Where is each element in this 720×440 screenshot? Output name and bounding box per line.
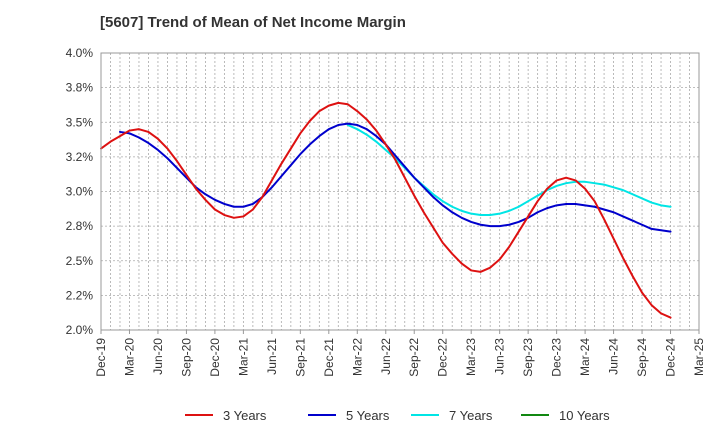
x-tick-label: Mar-21 [236, 338, 250, 376]
y-axis-tick-labels: 4.0% 3.8% 3.5% 3.2% 3.0% 2.8% 2.5% 2.2% 2.0% [66, 46, 94, 337]
series-line-7-years [346, 124, 672, 217]
y-tick-label: 3.8% [66, 81, 94, 95]
plot-border [100, 52, 700, 331]
x-axis-tick-labels: Dec-19 Mar-20 Jun-20 Sep-20 Dec-20 Mar-21 Jun-… [94, 330, 706, 377]
x-tick-label: Dec-21 [322, 338, 336, 377]
x-tick-label: Mar-24 [578, 338, 592, 376]
y-tick-label: 3.2% [66, 150, 94, 164]
chart-title: [5607] Trend of Mean of Net Income Margi… [100, 14, 406, 31]
y-tick-label: 2.0% [66, 323, 94, 337]
legend-label-3-years: 3 Years [223, 408, 267, 423]
y-tick-label: 2.2% [66, 288, 94, 302]
x-tick-label: Dec-20 [208, 338, 222, 377]
series-line-5-years [118, 122, 672, 233]
x-tick-label: Sep-23 [521, 338, 535, 377]
y-tick-label: 2.5% [66, 254, 94, 268]
x-tick-label: Dec-19 [94, 338, 108, 377]
y-tick-label: 4.0% [66, 46, 94, 60]
x-tick-label: Mar-25 [692, 338, 706, 376]
x-tick-label: Sep-20 [179, 338, 193, 377]
legend-label-7-years: 7 Years [449, 408, 493, 423]
x-tick-label: Jun-22 [379, 338, 393, 375]
y-tick-label: 3.5% [66, 115, 94, 129]
x-tick-label: Dec-22 [436, 338, 450, 377]
x-tick-label: Jun-24 [607, 338, 621, 375]
x-tick-label: Jun-21 [265, 338, 279, 375]
x-tick-label: Sep-22 [407, 338, 421, 377]
legend: 3 Years 5 Years 7 Years 10 Years [185, 408, 610, 423]
legend-label-10-years: 10 Years [559, 408, 610, 423]
x-tick-label: Dec-24 [664, 338, 678, 377]
y-tick-label: 2.8% [66, 219, 94, 233]
y-tick-label: 3.0% [66, 185, 94, 199]
x-tick-label: Mar-22 [350, 338, 364, 376]
x-tick-label: Mar-23 [464, 338, 478, 376]
legend-label-5-years: 5 Years [346, 408, 390, 423]
x-tick-label: Dec-23 [550, 338, 564, 377]
series-line-3-years [100, 101, 672, 319]
x-tick-label: Sep-24 [635, 338, 649, 377]
series-group [100, 101, 672, 319]
x-tick-label: Jun-23 [493, 338, 507, 375]
x-tick-label: Sep-21 [293, 338, 307, 377]
x-tick-label: Mar-20 [122, 338, 136, 376]
x-tick-label: Jun-20 [151, 338, 165, 375]
